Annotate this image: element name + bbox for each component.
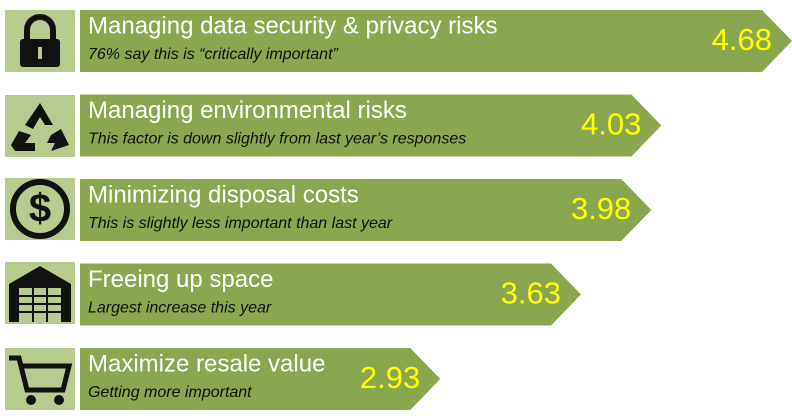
bar-title: Maximize resale value: [88, 350, 325, 377]
value-label: 3.63: [501, 276, 561, 311]
bar-title: Managing environmental risks: [88, 97, 407, 124]
recycle-icon: [5, 95, 75, 157]
arrow-bar: [80, 348, 441, 410]
dollar-icon: $: [5, 178, 75, 240]
bar-note: Getting more important: [88, 384, 252, 401]
value-label: 2.93: [360, 360, 420, 395]
cart-icon: [5, 348, 75, 410]
warehouse-icon: [5, 262, 75, 324]
value-label: 4.68: [712, 22, 772, 57]
bar-title: Managing data security & privacy risks: [88, 12, 498, 39]
value-label: 3.98: [571, 191, 631, 226]
bar-note: Largest increase this year: [88, 300, 272, 317]
lock-icon: [5, 10, 75, 72]
svg-text:$: $: [29, 187, 51, 231]
arrow-bar: [80, 10, 792, 72]
arrow-bar: [80, 179, 652, 241]
arrow-bar: [80, 263, 581, 326]
value-label: 4.03: [581, 107, 641, 142]
bar-note: This is slightly less important than las…: [88, 215, 393, 232]
bar-title: Minimizing disposal costs: [88, 181, 359, 208]
bar-note: 76% say this is “critically important”: [88, 46, 339, 63]
arrow-bar: [80, 94, 662, 157]
bar-title: Freeing up space: [88, 266, 273, 293]
bar-note: This factor is down slightly from last y…: [88, 131, 466, 148]
